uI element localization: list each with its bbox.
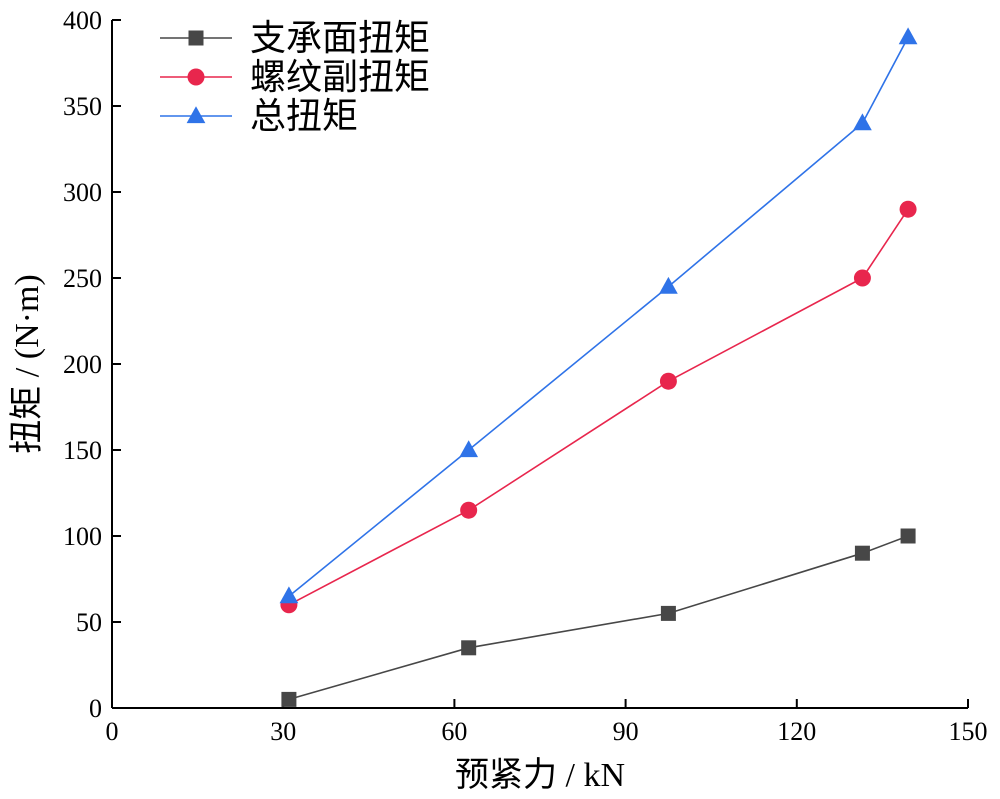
data-point: [853, 113, 872, 131]
data-point: [898, 27, 918, 45]
y-tick-label: 300: [63, 178, 102, 207]
series-2: [280, 200, 917, 614]
y-tick-label: 250: [63, 264, 102, 293]
data-point: [660, 605, 676, 621]
y-tick-label: 200: [63, 350, 102, 379]
x-tick-label: 150: [949, 717, 988, 746]
y-tick-label: 0: [89, 694, 102, 723]
series-3: [279, 27, 918, 604]
data-point: [659, 276, 678, 294]
legend-label: 支承面扭矩: [250, 18, 430, 58]
y-tick-label: 50: [76, 608, 102, 637]
series-line: [288, 36, 909, 597]
series-line: [288, 208, 909, 606]
y-tick-label: 400: [63, 6, 102, 35]
legend-label: 总扭矩: [250, 96, 358, 136]
y-tick-label: 150: [63, 436, 102, 465]
x-tick-label: 0: [106, 717, 119, 746]
axes: [111, 20, 968, 709]
data-point: [854, 545, 870, 561]
legend-item: 螺纹副扭矩: [160, 57, 430, 97]
series-line: [288, 535, 909, 701]
y-axis-title: 扭矩 / (N·m): [9, 274, 46, 453]
y-tick-label: 100: [63, 522, 102, 551]
data-point: [899, 200, 917, 218]
data-point: [659, 372, 677, 390]
y-tick-label: 350: [63, 92, 102, 121]
legend-marker: [186, 106, 206, 124]
axis-ticks: 0 30 60 90 120 150 0 50 100 150 200 250 300 350 400: [63, 6, 988, 746]
legend-marker: [188, 30, 204, 46]
series-1: [281, 528, 916, 707]
x-tick-label: 30: [270, 717, 296, 746]
legend-item: 总扭矩: [160, 96, 358, 136]
data-point: [461, 640, 477, 656]
x-tick-label: 60: [441, 717, 467, 746]
data-point: [853, 269, 871, 287]
data-point: [459, 440, 479, 458]
x-tick-label: 90: [613, 717, 639, 746]
legend-marker: [187, 68, 205, 86]
x-axis-title: 预紧力 / kN: [455, 756, 625, 794]
data-point: [460, 501, 478, 519]
series-group: [279, 27, 918, 707]
data-point: [281, 691, 297, 707]
data-point: [279, 586, 299, 604]
data-point: [900, 528, 916, 544]
legend-label: 螺纹副扭矩: [250, 57, 430, 97]
legend-item: 支承面扭矩: [160, 18, 430, 58]
x-tick-label: 120: [777, 717, 816, 746]
